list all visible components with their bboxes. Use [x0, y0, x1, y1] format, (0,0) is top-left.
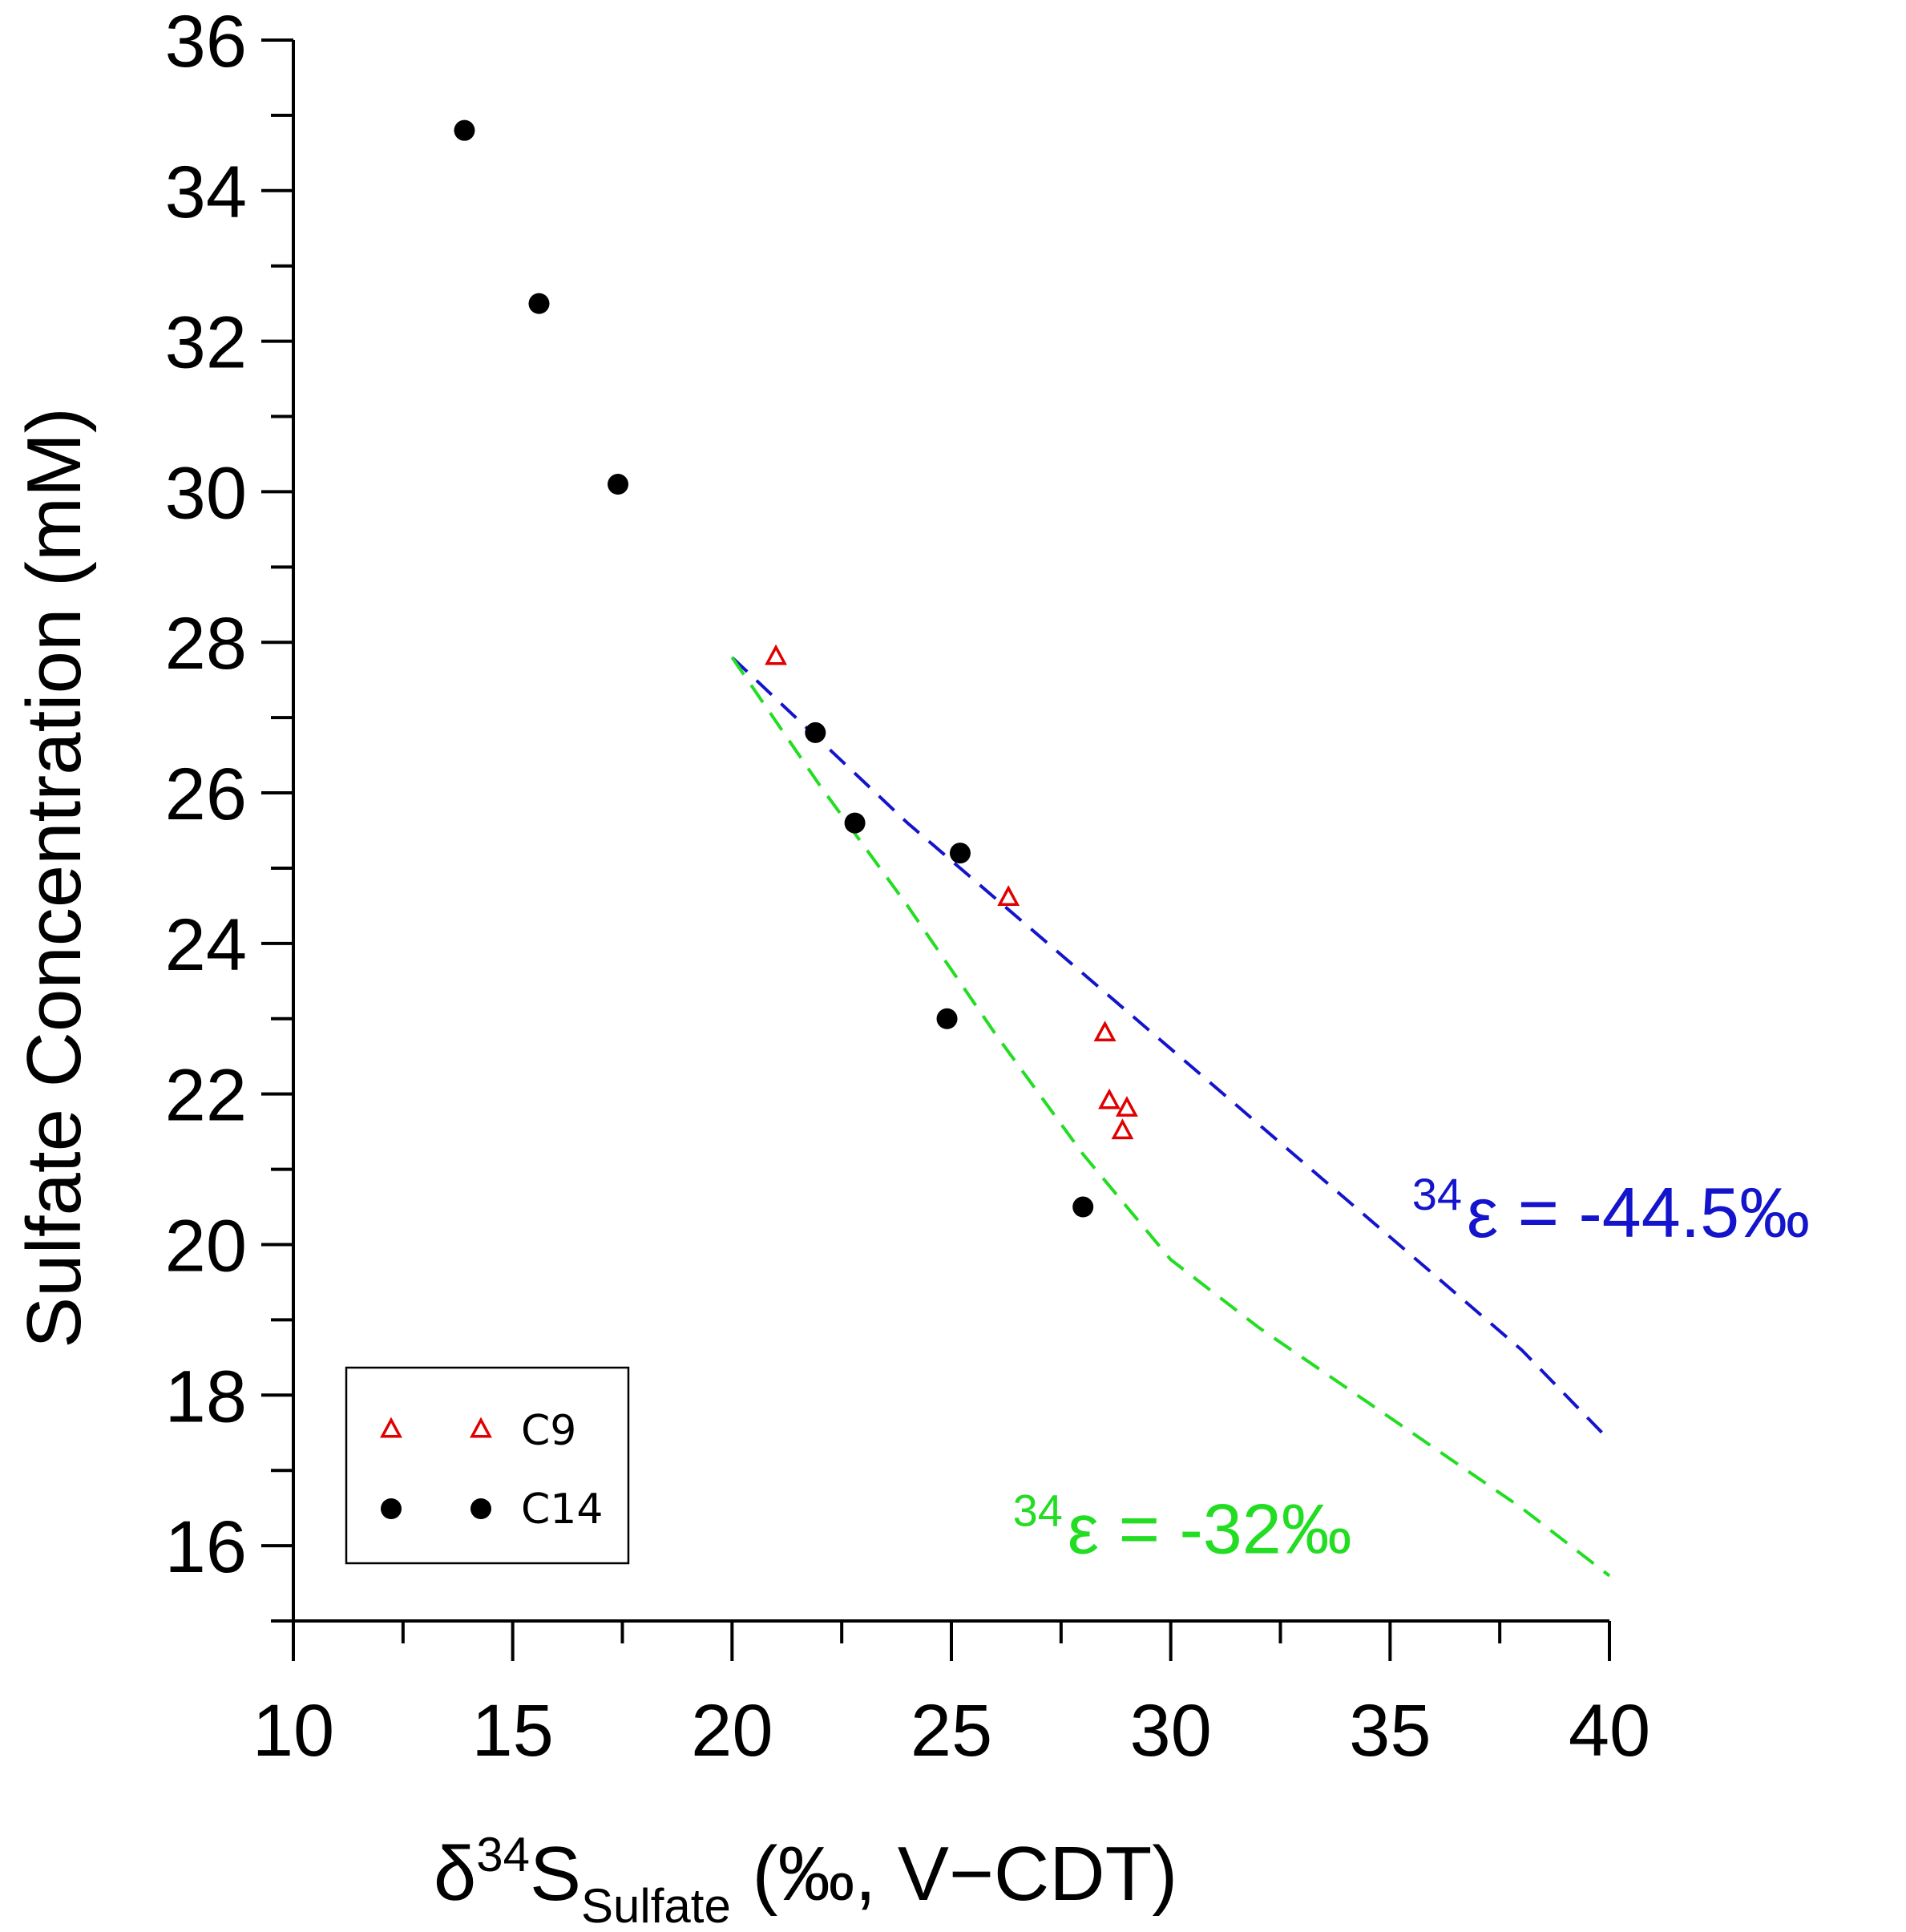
- data-points: [454, 119, 1138, 1218]
- fit-line: [730, 656, 1611, 1442]
- c9-point: [997, 885, 1020, 906]
- y-tick-label: 36: [165, 1, 247, 83]
- fit-line-label: 34ε = -32‰: [1013, 1485, 1352, 1568]
- c14-point: [844, 812, 866, 834]
- c14-point: [528, 293, 550, 314]
- x-tick-label: 15: [471, 1690, 553, 1772]
- legend-marker: [381, 1498, 402, 1519]
- axes: 10 15 20 25 30 35 40 16 18 20 22 24 26 28 30 32 34 36: [165, 1, 1651, 1772]
- legend-marker: [380, 1417, 402, 1438]
- fit-lines: 34ε = -44.5‰ 34ε = -32‰: [730, 656, 1810, 1578]
- legend-box: [345, 1366, 630, 1565]
- y-tick-label: 16: [165, 1506, 247, 1588]
- c9-point: [1115, 1096, 1138, 1117]
- legend-marker: [470, 1417, 492, 1438]
- legend-label: C9: [521, 1407, 576, 1455]
- x-tick-label: 20: [691, 1690, 773, 1772]
- legend-marker: [470, 1498, 491, 1519]
- c14-point: [608, 474, 629, 495]
- x-axis-title: δ34SSulfate (‰, V−CDT): [434, 1828, 1177, 1932]
- y-tick-label: 24: [165, 904, 247, 986]
- c14-point: [1072, 1196, 1094, 1218]
- c9-point: [1093, 1021, 1117, 1041]
- y-axis-title: Sulfate Concentration (mM): [11, 407, 97, 1348]
- y-tick-label: 30: [165, 452, 247, 534]
- y-tick-label: 18: [165, 1356, 247, 1437]
- y-tick-label: 28: [165, 603, 247, 685]
- c14-point: [454, 119, 475, 141]
- c14-point: [805, 721, 826, 743]
- c9-point: [1098, 1088, 1121, 1109]
- y-tick-label: 26: [165, 754, 247, 835]
- fit-line-label: 34ε = -44.5‰: [1412, 1169, 1810, 1252]
- y-tick-label: 20: [165, 1205, 247, 1287]
- y-tick-label: 34: [165, 152, 247, 233]
- legend-label: C14: [521, 1485, 603, 1534]
- x-tick-label: 10: [252, 1690, 334, 1772]
- x-tick-label: 25: [911, 1690, 992, 1772]
- c9-point: [1111, 1118, 1134, 1140]
- fit-line: [730, 656, 1611, 1578]
- c14-point: [949, 843, 971, 864]
- c9-point: [765, 644, 788, 665]
- x-tick-label: 40: [1569, 1690, 1650, 1772]
- x-tick-label: 30: [1129, 1690, 1211, 1772]
- y-tick-label: 32: [165, 302, 247, 384]
- x-tick-label: 35: [1349, 1690, 1431, 1772]
- y-tick-label: 22: [165, 1055, 247, 1137]
- legend: C9 C14: [345, 1366, 630, 1565]
- c14-point: [936, 1008, 958, 1029]
